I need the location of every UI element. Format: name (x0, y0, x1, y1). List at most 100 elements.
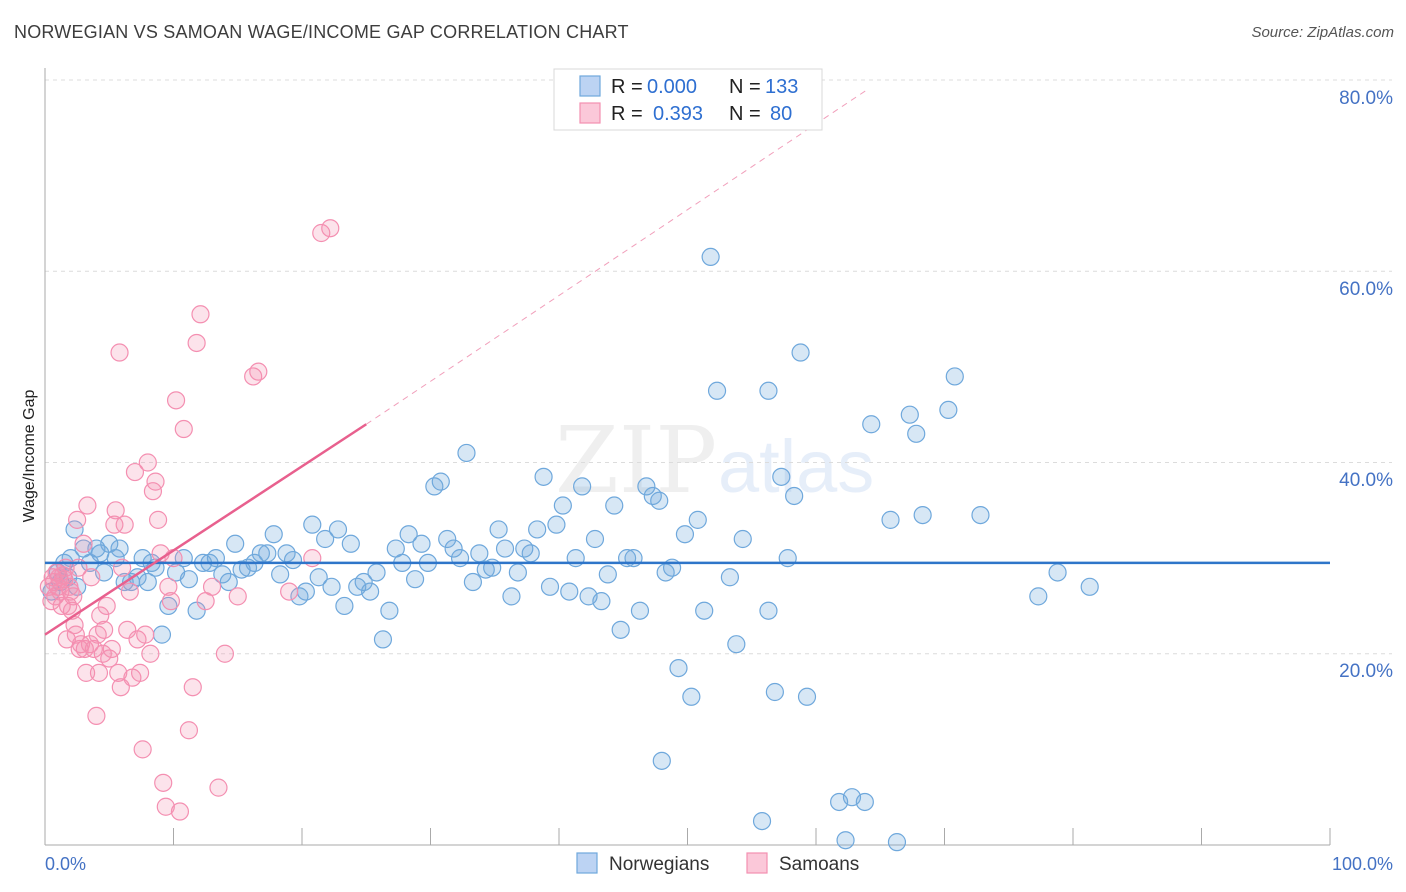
norwegians-point (1080, 577, 1099, 596)
y-tick-label-20: 20.0% (1339, 661, 1393, 682)
norwegians-point (573, 477, 592, 496)
samoans-point (312, 223, 331, 243)
samoans-point (130, 663, 150, 682)
samoans-point (202, 577, 222, 596)
samoans-point (82, 568, 101, 587)
legend-r-value-2: 0.393 (653, 103, 703, 125)
samoans-point (191, 305, 210, 324)
norwegians-point (637, 477, 656, 496)
norwegians-point (900, 405, 919, 424)
legend-r-value-1: 0.000 (647, 76, 697, 98)
legend-swatch-samoans (579, 102, 601, 124)
norwegians-point (521, 544, 540, 563)
samoans-point (174, 419, 193, 439)
samoans-point (187, 333, 206, 353)
watermark-atlas: atlas (718, 425, 874, 508)
watermark-zip: ZIP (555, 407, 717, 514)
samoans-point (84, 639, 103, 659)
trend-lines (44, 89, 1330, 636)
samoans-point (91, 606, 110, 625)
norwegians-point (309, 568, 328, 587)
norwegians-point (701, 247, 720, 267)
samoans-point (179, 721, 199, 740)
samoans-point (102, 639, 121, 659)
norwegians-point (1048, 563, 1067, 582)
samoans-point (64, 587, 83, 606)
legend-n-value-2: 80 (770, 103, 792, 125)
samoans-point (115, 515, 134, 534)
norwegians-point (913, 505, 932, 525)
norwegians-point (720, 568, 740, 587)
chart-title: NORWEGIAN VS SAMOAN WAGE/INCOME GAP CORR… (14, 22, 629, 42)
samoans-point (228, 587, 247, 606)
samoans-point (87, 706, 106, 726)
y-tick-labels: 80.0% 60.0% 40.0% 20.0% (1339, 88, 1393, 682)
samoans-point (166, 391, 186, 410)
norwegians-point (444, 539, 463, 558)
norwegians-point (695, 601, 714, 620)
watermark: ZIP atlas (555, 407, 874, 514)
norwegians-point (380, 601, 399, 620)
norwegians-point (630, 601, 650, 620)
norwegians-point (836, 831, 855, 850)
norwegians-point (772, 467, 791, 486)
norwegians-point (881, 510, 900, 529)
norwegians-point (159, 596, 178, 616)
norwegians-point (495, 539, 515, 558)
samoans-point (138, 453, 157, 472)
samoans-point (74, 534, 93, 553)
y-tick-label-60: 60.0% (1339, 279, 1393, 300)
samoans-point (89, 663, 109, 682)
norwegians-point (592, 592, 611, 611)
y-tick-label-40: 40.0% (1339, 470, 1393, 491)
norwegians-point (945, 367, 964, 386)
norwegians-point (585, 529, 605, 549)
norwegians-point (855, 792, 874, 812)
samoans-point (161, 592, 181, 611)
x-tick-label-100: 100.0% (1332, 854, 1393, 874)
norwegians-point (785, 486, 804, 506)
norwegians-point (335, 596, 354, 616)
norwegians-point (399, 525, 418, 544)
legend-swatch-norwegians (579, 75, 601, 97)
samoans-point (66, 625, 85, 644)
samoans-point (154, 773, 173, 792)
norwegians-point (354, 572, 373, 592)
norwegians-point (361, 582, 380, 601)
samoans-point (95, 620, 114, 639)
norwegians-point (373, 630, 393, 649)
norwegians-point (560, 582, 579, 601)
norwegians-point (907, 424, 926, 443)
norwegians-point (765, 682, 784, 702)
norwegians-point (463, 572, 483, 592)
norwegians-point (431, 472, 450, 491)
samoans-point (133, 740, 152, 759)
samoans-point (209, 778, 228, 797)
legend-r-label-1: R = (611, 76, 643, 98)
norwegians-point (675, 525, 695, 544)
norwegians-point (605, 496, 624, 515)
norwegians-point (534, 467, 553, 486)
samoans-point (146, 472, 165, 491)
samoans-point (159, 577, 178, 596)
norwegians-point (598, 565, 617, 584)
norwegians-point (791, 343, 810, 362)
samoans-point (106, 501, 125, 520)
bottom-legend-samoans: Samoans (779, 854, 859, 875)
norwegians-point (476, 560, 495, 579)
norwegians-point (179, 570, 199, 589)
norwegians-point (797, 687, 817, 706)
norwegians-point (759, 601, 778, 620)
norwegians-point (528, 520, 547, 539)
samoans-point (321, 219, 340, 238)
norwegians-point (264, 525, 283, 544)
norwegians-point (508, 563, 527, 582)
norwegians-point (682, 687, 701, 706)
legend-n-label-2: N = (729, 103, 761, 125)
norwegians-point (328, 520, 348, 539)
norwegians-point (707, 381, 727, 400)
series-samoans (39, 219, 340, 821)
norwegians-point (939, 400, 958, 420)
norwegians-point (271, 565, 290, 584)
